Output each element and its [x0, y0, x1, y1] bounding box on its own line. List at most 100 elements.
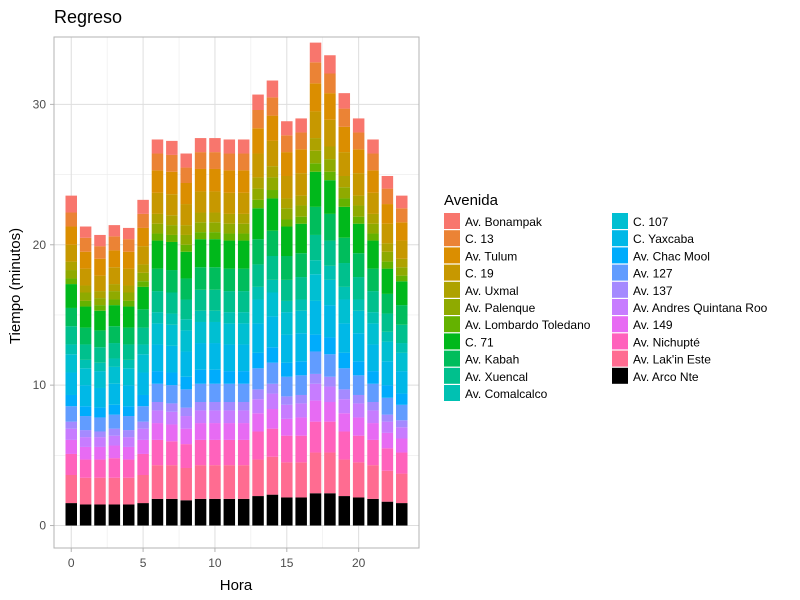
bar-segment	[108, 291, 121, 300]
bar-segment	[338, 352, 351, 369]
bar-segment	[122, 285, 135, 293]
legend-key	[444, 247, 460, 264]
bar-segment	[352, 216, 365, 224]
bar-segment	[266, 166, 279, 178]
bar-segment	[237, 223, 250, 234]
bar-segment	[94, 477, 106, 505]
bar-segment	[295, 149, 307, 174]
x-tick-label: 5	[140, 556, 147, 570]
bar-segment	[281, 362, 293, 377]
bar-segment	[309, 383, 322, 401]
bar-segment	[180, 444, 192, 468]
bar-segment	[338, 198, 351, 207]
bar-segment	[209, 138, 221, 153]
bar-segment	[65, 270, 77, 279]
bar-segment	[396, 258, 408, 268]
bar-segment	[194, 222, 207, 233]
bar-segment	[381, 331, 394, 342]
bar-segment	[324, 354, 336, 377]
bar-segment	[180, 244, 192, 252]
bar-segment	[281, 497, 293, 526]
bar-segment	[338, 399, 351, 414]
bar-segment	[209, 168, 221, 192]
bar-segment	[237, 383, 250, 402]
bar-segment	[237, 439, 250, 466]
bar-segment	[180, 416, 192, 429]
bar-segment	[166, 292, 178, 314]
bar-segment	[94, 246, 106, 259]
legend-label: Av. Palenque	[465, 301, 536, 315]
bar-segment	[237, 291, 250, 313]
legend-key	[444, 213, 460, 229]
bar-segment	[352, 435, 365, 463]
bar-segment	[166, 270, 178, 293]
bar-segment	[281, 435, 293, 463]
bar-segment	[324, 93, 336, 120]
bar-segment	[309, 351, 322, 374]
bar-segment	[381, 261, 394, 269]
bar-segment	[108, 428, 121, 436]
bar-segment	[151, 139, 164, 154]
bar-segment	[166, 324, 178, 346]
legend-label: Av. Comalcalco	[465, 387, 548, 401]
bar-segment	[180, 204, 192, 226]
legend-key	[444, 385, 460, 401]
bar-segment	[396, 420, 408, 428]
bar-segment	[166, 498, 178, 526]
legend-label: C. Yaxcaba	[633, 232, 694, 246]
bar-segment	[79, 285, 92, 293]
bar-segment	[209, 343, 221, 370]
bar-segment	[65, 284, 77, 308]
bar-segment	[151, 213, 164, 224]
bar-segment	[137, 227, 149, 247]
bar-segment	[209, 152, 221, 169]
bar-segment	[79, 226, 92, 238]
bar-segment	[266, 456, 279, 495]
bar-segment	[295, 132, 307, 150]
bar-segment	[367, 402, 379, 411]
bar-segment	[122, 504, 135, 526]
bar-segment	[281, 256, 293, 280]
bar-segment	[223, 371, 236, 384]
bar-segment	[237, 153, 250, 171]
bar-segment	[324, 240, 336, 266]
bar-segment	[352, 361, 365, 376]
bar-segment	[209, 410, 221, 424]
bar-segment	[338, 413, 351, 432]
bar-segment	[266, 230, 279, 256]
legend-label: Av. Chac Mool	[633, 249, 710, 263]
bar-segment	[94, 504, 106, 526]
bar-segment	[94, 417, 106, 432]
bar-segment	[209, 310, 221, 322]
bar-segment	[352, 417, 365, 436]
bar-segment	[122, 359, 135, 369]
bar-segment	[352, 333, 365, 362]
bar-segment	[180, 234, 192, 245]
legend-label: C. 13	[465, 232, 494, 246]
bar-segment	[79, 251, 92, 269]
bar-segment	[151, 268, 164, 292]
bar-segment	[338, 93, 351, 109]
bar-segment	[137, 272, 149, 282]
bar-segment	[396, 324, 408, 344]
bar-segment	[281, 312, 293, 335]
bar-segment	[381, 243, 394, 252]
bar-segment	[309, 274, 322, 301]
bar-segment	[367, 465, 379, 499]
bar-segment	[252, 299, 264, 324]
bar-segment	[367, 223, 379, 234]
bar-segment	[252, 239, 264, 265]
bar-segment	[381, 414, 394, 422]
bar-segment	[122, 385, 135, 407]
bar-segment	[166, 241, 178, 271]
bar-segment	[194, 289, 207, 311]
bar-segment	[166, 465, 178, 499]
bar-segment	[281, 135, 293, 153]
bar-segment	[252, 496, 264, 526]
bar-segment	[194, 343, 207, 370]
bar-segment	[266, 256, 279, 280]
bar-segment	[180, 251, 192, 279]
bar-segment	[352, 277, 365, 300]
legend-title: Avenida	[444, 192, 499, 209]
bar-segment	[94, 371, 106, 388]
